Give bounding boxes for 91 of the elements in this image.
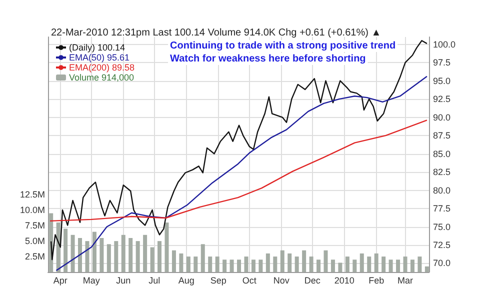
bar bbox=[215, 256, 220, 272]
bar bbox=[100, 238, 104, 272]
line-series bbox=[49, 120, 428, 222]
bar bbox=[143, 234, 148, 272]
bar bbox=[345, 256, 350, 272]
y-tick-label: 80.0 bbox=[433, 185, 451, 196]
x-tick-label: Jul bbox=[148, 276, 160, 286]
x-tick-label: Nov bbox=[273, 276, 290, 286]
y-tick-label: 87.5 bbox=[433, 130, 451, 141]
bar bbox=[128, 238, 133, 272]
bar bbox=[388, 260, 393, 272]
y-tick-label: 70.0 bbox=[433, 258, 451, 268]
bar bbox=[294, 256, 299, 272]
bar bbox=[186, 256, 190, 272]
bar bbox=[410, 260, 414, 272]
bar bbox=[330, 260, 335, 272]
y-tick-label: 75.0 bbox=[433, 222, 451, 232]
chart-subtitle: 22-Mar-2010 12:31pm Last 100.14 Volume 914.0K Chg +0.61 (+0.61%) ▲ bbox=[51, 28, 382, 38]
line-series bbox=[50, 40, 428, 260]
x-tick-label: Sep bbox=[210, 276, 226, 286]
bar bbox=[258, 260, 263, 272]
annotation: Watch for weakness here before shorting bbox=[170, 54, 366, 64]
y-tick-label: 97.5 bbox=[433, 58, 451, 68]
x-tick-label: Oct bbox=[242, 276, 257, 286]
bar bbox=[208, 256, 212, 272]
bar bbox=[382, 256, 386, 272]
x-tick-label: Mar bbox=[398, 276, 414, 286]
bar bbox=[266, 253, 270, 272]
y2-tick-label: 5.0M bbox=[24, 236, 45, 246]
y-tick-label: 82.5 bbox=[433, 167, 451, 178]
bar bbox=[70, 234, 75, 272]
bar bbox=[288, 253, 292, 272]
bar bbox=[367, 256, 372, 272]
bar bbox=[92, 232, 96, 272]
bar bbox=[200, 244, 205, 272]
bar bbox=[403, 256, 408, 272]
x-tick-label: Aug bbox=[178, 276, 194, 286]
bar bbox=[179, 253, 184, 272]
y2-tick-label: 2.5M bbox=[24, 252, 45, 262]
bar bbox=[396, 260, 400, 272]
x-tick-label: May bbox=[82, 276, 100, 286]
annotation: Continuing to trade with a strong positive trend bbox=[170, 40, 396, 52]
x-tick-label: Dec bbox=[304, 276, 321, 286]
bar bbox=[150, 247, 154, 272]
bar bbox=[78, 238, 82, 272]
y2-tick-label: 10.0M bbox=[20, 205, 45, 216]
x-tick-label: Apr bbox=[53, 276, 68, 286]
bar bbox=[302, 250, 306, 272]
bar bbox=[324, 250, 328, 272]
legend-label: Volume 914,000 bbox=[69, 72, 134, 82]
bar bbox=[85, 241, 90, 272]
bar bbox=[114, 241, 118, 272]
y-tick-label: 92.5 bbox=[433, 94, 451, 104]
bar bbox=[316, 260, 321, 272]
legend-label: EMA(200) 89.58 bbox=[69, 62, 135, 72]
bar bbox=[280, 250, 284, 272]
legend-label: EMA(50) 95.61 bbox=[69, 52, 130, 62]
y-tick-label: 77.5 bbox=[433, 204, 451, 214]
bar bbox=[222, 260, 227, 272]
bar bbox=[338, 262, 342, 272]
x-tick-label: Feb bbox=[368, 276, 384, 286]
line-series bbox=[56, 76, 428, 272]
y2-tick-label: 12.5M bbox=[20, 190, 45, 200]
bar bbox=[418, 256, 422, 272]
bar bbox=[172, 250, 176, 272]
y-tick-label: 100.0 bbox=[433, 39, 456, 50]
bar bbox=[194, 256, 198, 272]
bar bbox=[121, 234, 126, 272]
bar bbox=[309, 256, 314, 272]
legend-label: (Daily) 100.14 bbox=[69, 42, 126, 52]
bar bbox=[64, 228, 68, 272]
bar bbox=[251, 260, 256, 272]
bar bbox=[244, 256, 248, 272]
bar bbox=[106, 244, 111, 272]
x-tick-label: 2010 bbox=[334, 276, 354, 286]
y2-tick-label: 7.5M bbox=[24, 220, 45, 231]
bar bbox=[360, 253, 364, 272]
y-tick-label: 95.0 bbox=[433, 76, 451, 86]
y-tick-label: 85.0 bbox=[433, 148, 451, 159]
bar bbox=[230, 260, 234, 272]
bar bbox=[136, 241, 140, 272]
bar bbox=[158, 241, 162, 272]
bar bbox=[164, 222, 169, 272]
bar bbox=[424, 266, 429, 272]
y-tick-label: 90.0 bbox=[433, 112, 451, 122]
y-tick-label: 72.5 bbox=[433, 240, 451, 250]
bar bbox=[237, 260, 242, 272]
bar bbox=[352, 260, 357, 272]
bar bbox=[374, 253, 378, 272]
bar bbox=[273, 256, 278, 272]
x-tick-label: Jun bbox=[116, 276, 131, 286]
